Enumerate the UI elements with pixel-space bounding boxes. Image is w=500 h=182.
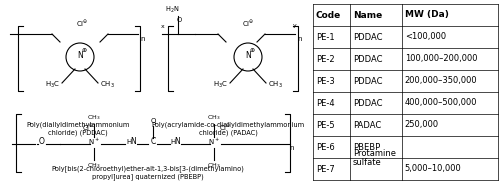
Text: PE-5: PE-5 bbox=[316, 120, 334, 130]
Text: <100,000: <100,000 bbox=[405, 33, 446, 41]
Text: n: n bbox=[290, 145, 294, 151]
Text: y: y bbox=[293, 23, 297, 29]
Text: sulfate: sulfate bbox=[353, 158, 382, 167]
Text: PE-1: PE-1 bbox=[316, 33, 334, 41]
Text: PE-7: PE-7 bbox=[316, 165, 335, 173]
Text: Cl$^{\ominus}$: Cl$^{\ominus}$ bbox=[242, 19, 254, 29]
Text: H$_3$C: H$_3$C bbox=[214, 80, 228, 90]
Text: Protamine: Protamine bbox=[353, 149, 396, 158]
Text: PDDAC: PDDAC bbox=[353, 98, 382, 108]
Text: MW (Da): MW (Da) bbox=[405, 11, 448, 19]
Text: Poly(diallyldimethylammonium
chloride) (PDDAC): Poly(diallyldimethylammonium chloride) (… bbox=[26, 122, 130, 136]
Text: C: C bbox=[150, 137, 156, 147]
Text: n: n bbox=[141, 36, 145, 42]
Text: PDDAC: PDDAC bbox=[353, 33, 382, 41]
Text: CH$_3$: CH$_3$ bbox=[208, 162, 220, 171]
Text: n: n bbox=[298, 36, 302, 42]
Text: Poly[bis(2-chloroethyl)ether-alt-1,3-bis[3-(dimethylamino)
propyl]urea] quaterni: Poly[bis(2-chloroethyl)ether-alt-1,3-bis… bbox=[52, 165, 244, 180]
Text: Cl$^{\ominus}$: Cl$^{\ominus}$ bbox=[76, 19, 88, 29]
Text: N: N bbox=[245, 50, 251, 60]
Text: 100,000–200,000: 100,000–200,000 bbox=[405, 54, 477, 64]
Text: Cl$^{\ominus}$: Cl$^{\ominus}$ bbox=[219, 123, 231, 133]
Text: N: N bbox=[130, 137, 136, 147]
Text: CH$_3$: CH$_3$ bbox=[208, 114, 220, 122]
Text: PE-6: PE-6 bbox=[316, 143, 335, 151]
Text: Cl$^{\ominus}$: Cl$^{\ominus}$ bbox=[82, 123, 94, 133]
Text: H: H bbox=[126, 139, 132, 145]
Text: 250,000: 250,000 bbox=[405, 120, 439, 130]
Text: PADAC: PADAC bbox=[353, 120, 382, 130]
Text: Name: Name bbox=[353, 11, 382, 19]
Text: N$^+$: N$^+$ bbox=[88, 137, 100, 147]
Text: N$^+$: N$^+$ bbox=[208, 137, 220, 147]
Text: O: O bbox=[176, 17, 182, 23]
Text: PBEBP: PBEBP bbox=[353, 143, 380, 151]
Text: O: O bbox=[150, 118, 156, 124]
Text: Code: Code bbox=[316, 11, 341, 19]
Text: $\oplus$: $\oplus$ bbox=[248, 46, 256, 54]
Text: PDDAC: PDDAC bbox=[353, 54, 382, 64]
Text: 400,000–500,000: 400,000–500,000 bbox=[405, 98, 477, 108]
Text: CH$_3$: CH$_3$ bbox=[88, 162, 101, 171]
Text: x: x bbox=[161, 23, 165, 29]
Text: Poly(acrylamide-co-diallyldimethylammonium
chloride) (PADAC): Poly(acrylamide-co-diallyldimethylammoni… bbox=[152, 122, 304, 136]
Text: N: N bbox=[77, 50, 83, 60]
Text: PE-2: PE-2 bbox=[316, 54, 334, 64]
Text: H: H bbox=[170, 139, 175, 145]
Text: O: O bbox=[39, 137, 45, 147]
Text: 5,000–10,000: 5,000–10,000 bbox=[405, 165, 462, 173]
Text: PE-4: PE-4 bbox=[316, 98, 334, 108]
Text: CH$_3$: CH$_3$ bbox=[88, 114, 101, 122]
Text: $\oplus$: $\oplus$ bbox=[80, 46, 87, 54]
Text: CH$_3$: CH$_3$ bbox=[268, 80, 282, 90]
Text: N: N bbox=[174, 137, 180, 147]
Text: PDDAC: PDDAC bbox=[353, 76, 382, 86]
Text: H$_3$C: H$_3$C bbox=[46, 80, 60, 90]
Text: CH$_3$: CH$_3$ bbox=[100, 80, 114, 90]
Text: 200,000–350,000: 200,000–350,000 bbox=[405, 76, 477, 86]
Text: H$_2$N: H$_2$N bbox=[165, 5, 179, 15]
Text: PE-3: PE-3 bbox=[316, 76, 335, 86]
